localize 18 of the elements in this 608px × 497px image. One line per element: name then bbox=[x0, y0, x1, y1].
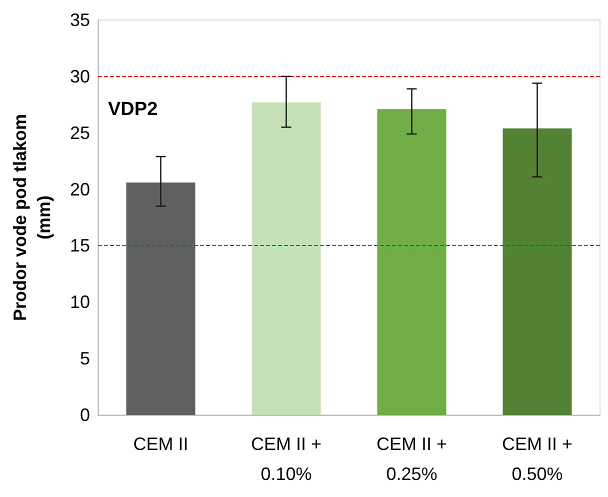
bar bbox=[252, 102, 321, 415]
y-tick-label: 35 bbox=[70, 10, 90, 30]
y-tick-label: 15 bbox=[70, 236, 90, 256]
y-tick-label: 30 bbox=[70, 66, 90, 86]
x-tick-label: CEM II + 0.50% bbox=[502, 434, 573, 484]
y-axis-title: Prodor vode pod tlakom (mm) bbox=[10, 114, 54, 322]
y-tick-label: 5 bbox=[80, 348, 90, 369]
x-tick-label: CEM II + 0.10% bbox=[250, 434, 322, 484]
annotation: VDP2 bbox=[108, 99, 158, 120]
y-tick-label: 20 bbox=[70, 179, 90, 200]
y-tick-label: 10 bbox=[70, 292, 90, 312]
bar bbox=[502, 128, 572, 415]
x-tick-label: CEM II + 0.25% bbox=[376, 434, 448, 484]
bar bbox=[126, 182, 196, 415]
bar bbox=[377, 109, 446, 415]
x-tick-label: CEM II bbox=[133, 434, 188, 454]
y-tick-label: 25 bbox=[70, 122, 90, 143]
y-tick-label: 0 bbox=[80, 405, 90, 425]
